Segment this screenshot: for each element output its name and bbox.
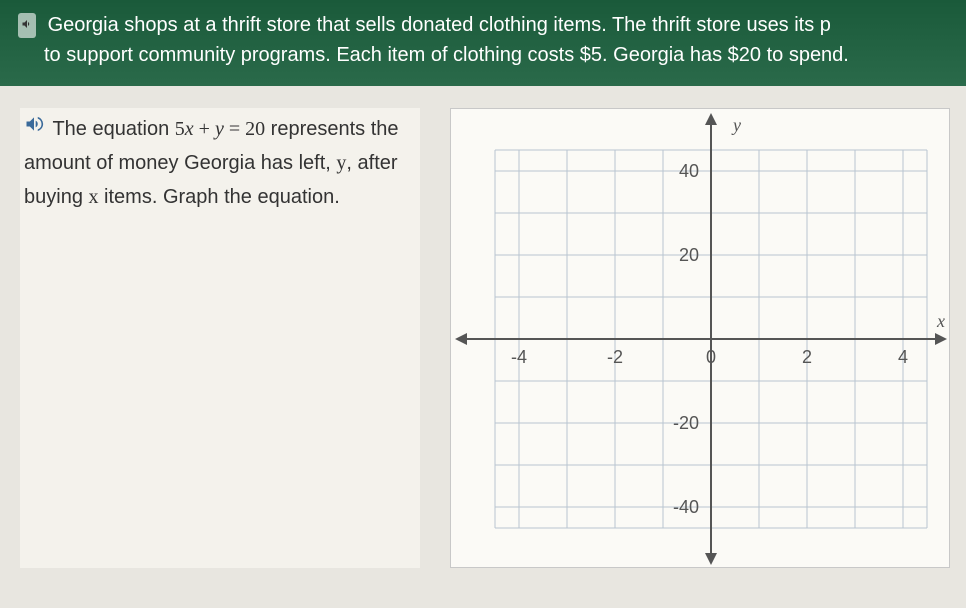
audio-icon[interactable]: [24, 114, 46, 136]
svg-text:-4: -4: [511, 347, 527, 367]
header-line1: Georgia shops at a thrift store that sel…: [48, 14, 831, 36]
svg-text:y: y: [731, 115, 741, 135]
prompt-panel: The equation 5x + y = 20 represents the …: [20, 108, 420, 568]
content-area: The equation 5x + y = 20 represents the …: [0, 86, 966, 568]
svg-text:4: 4: [898, 347, 908, 367]
svg-text:-40: -40: [673, 497, 699, 517]
prompt-text: The equation 5x + y = 20 represents the …: [24, 118, 399, 208]
svg-text:x: x: [936, 311, 945, 331]
svg-text:20: 20: [679, 245, 699, 265]
problem-header: Georgia shops at a thrift store that sel…: [0, 0, 966, 86]
equation: 5x + y = 20: [175, 118, 265, 140]
audio-icon[interactable]: [18, 13, 36, 38]
header-line2: to support community programs. Each item…: [18, 40, 948, 70]
graph-panel: -4-2024-40-202040yx: [440, 108, 950, 568]
svg-text:-20: -20: [673, 413, 699, 433]
svg-text:0: 0: [706, 347, 716, 367]
svg-text:-2: -2: [607, 347, 623, 367]
svg-text:2: 2: [802, 347, 812, 367]
svg-text:40: 40: [679, 161, 699, 181]
coordinate-graph[interactable]: -4-2024-40-202040yx: [450, 108, 950, 568]
